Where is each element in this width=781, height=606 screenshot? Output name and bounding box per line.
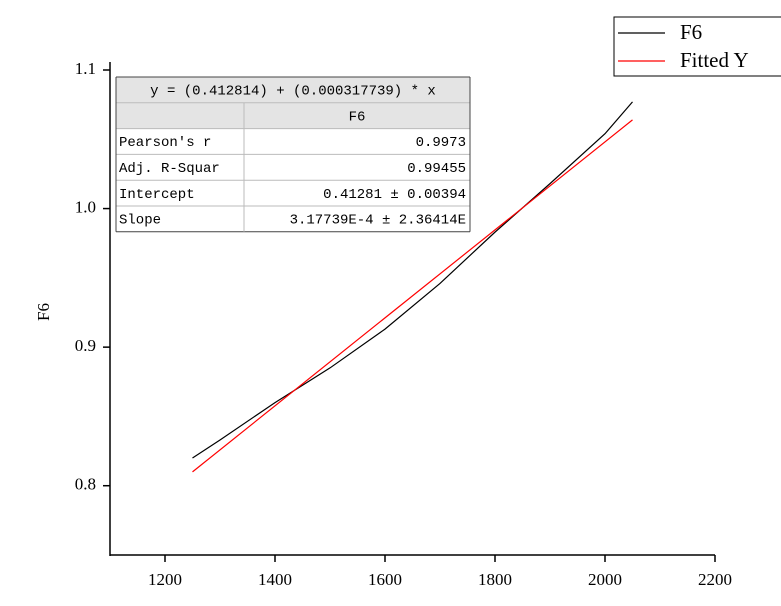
x-tick-label: 1600 [368, 570, 402, 589]
table-equation: y = (0.412814) + (0.000317739) * x [150, 84, 436, 100]
legend-label: F6 [680, 20, 702, 44]
legend-box [613, 16, 781, 77]
legend-label: Fitted Y [680, 48, 749, 72]
x-tick-label: 1800 [478, 570, 512, 589]
x-tick-label: 2200 [698, 570, 732, 589]
y-tick-label: 1.1 [75, 59, 96, 78]
y-tick-label: 1.0 [75, 197, 96, 216]
line-series [192, 101, 633, 459]
table-row-label: Slope [119, 213, 161, 229]
y-axis-label: F6 [34, 303, 53, 321]
table-row-label: Intercept [119, 187, 195, 203]
x-tick-label: 2000 [588, 570, 622, 589]
y-tick-label: 0.8 [75, 475, 96, 494]
table-row-value: 0.99455 [407, 161, 466, 177]
table-header: F6 [349, 109, 366, 125]
table-row-value: 3.17739E-4 ± 2.36414E [290, 213, 466, 229]
x-tick-label: 1400 [258, 570, 292, 589]
line-series [192, 119, 633, 473]
table-row-value: 0.41281 ± 0.00394 [323, 187, 466, 203]
x-tick-label: 1200 [148, 570, 182, 589]
y-tick-label: 0.9 [75, 336, 96, 355]
table-row-label: Pearson's r [119, 135, 211, 151]
table-row-label: Adj. R-Squar [119, 161, 220, 177]
table-row-value: 0.9973 [416, 135, 466, 151]
